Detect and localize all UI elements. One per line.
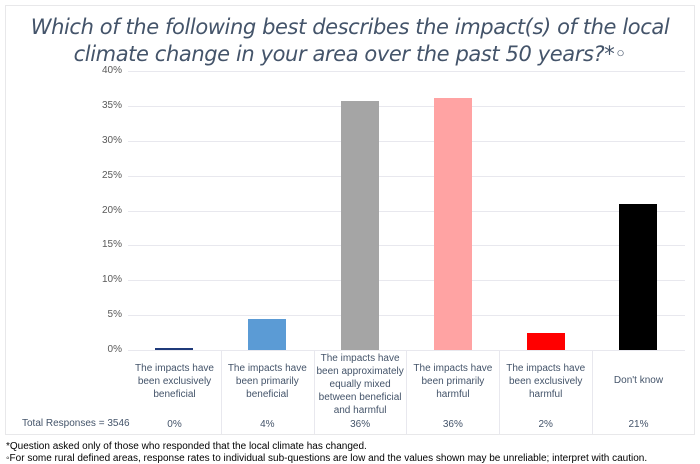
bar bbox=[341, 100, 379, 350]
category-label: The impacts have been primarily harmful bbox=[413, 363, 493, 400]
gridline bbox=[128, 71, 685, 72]
y-tick-label: 25% bbox=[101, 169, 122, 181]
bar bbox=[155, 347, 194, 350]
gridline bbox=[128, 315, 685, 317]
bar bbox=[526, 333, 565, 350]
bar bbox=[248, 319, 287, 350]
footnote-2: ◦For some rural defined areas, response … bbox=[6, 453, 648, 464]
bar bbox=[619, 203, 658, 350]
gridline bbox=[128, 245, 685, 247]
category-divider bbox=[313, 350, 315, 434]
category-cell: The impacts have been primarily benefici… bbox=[221, 352, 314, 434]
category-cell: The impacts have been approximately equa… bbox=[314, 352, 407, 434]
chart-title: Which of the following best describes th… bbox=[0, 14, 700, 68]
category-label: The impacts have been approximately equa… bbox=[316, 353, 404, 416]
category-value: 0% bbox=[167, 419, 182, 430]
category-cell: The impacts have been primarily harmful 3… bbox=[406, 352, 499, 434]
gridline bbox=[128, 140, 685, 142]
gridline bbox=[128, 105, 685, 107]
y-tick-label: 10% bbox=[101, 274, 122, 286]
gridline bbox=[128, 280, 685, 282]
title-line-1: Which of the following best describes th… bbox=[30, 15, 670, 39]
category-value: 36% bbox=[442, 419, 463, 430]
gridline bbox=[128, 210, 685, 212]
y-tick-label: 5% bbox=[107, 309, 122, 321]
category-divider bbox=[592, 350, 593, 434]
category-divider bbox=[499, 350, 501, 434]
y-tick-label: 20% bbox=[101, 204, 122, 216]
category-value: 4% bbox=[260, 419, 275, 430]
category-value: 21% bbox=[628, 419, 649, 430]
y-tick-label: 35% bbox=[101, 99, 122, 111]
y-tick-label: 40% bbox=[101, 65, 122, 76]
title-line-2: climate change in your area over the pas… bbox=[73, 42, 627, 66]
total-responses: Total Responses = 3546 bbox=[22, 418, 130, 429]
y-tick-label: 15% bbox=[101, 239, 122, 251]
category-label: Don't know bbox=[613, 375, 664, 386]
category-divider bbox=[406, 350, 408, 434]
category-label: The impacts have been exclusively benefi… bbox=[135, 363, 214, 400]
category-value: 2% bbox=[538, 419, 553, 430]
category-cell: Don't know 21% bbox=[592, 352, 685, 434]
gridline bbox=[128, 175, 685, 177]
bar bbox=[433, 98, 472, 350]
y-tick-label: 30% bbox=[101, 134, 122, 146]
category-cell: The impacts have been exclusively harmfu… bbox=[499, 352, 592, 434]
category-label: The impacts have been primarily benefici… bbox=[227, 363, 307, 400]
category-divider bbox=[220, 350, 222, 434]
category-label: The impacts have been exclusively harmfu… bbox=[506, 363, 586, 400]
chart-frame bbox=[5, 5, 695, 435]
footnote-1: *Question asked only of those who respon… bbox=[6, 441, 367, 452]
category-cell: The impacts have been exclusively benefi… bbox=[128, 352, 221, 434]
y-tick-label: 0% bbox=[107, 344, 122, 355]
category-value: 36% bbox=[350, 419, 371, 430]
